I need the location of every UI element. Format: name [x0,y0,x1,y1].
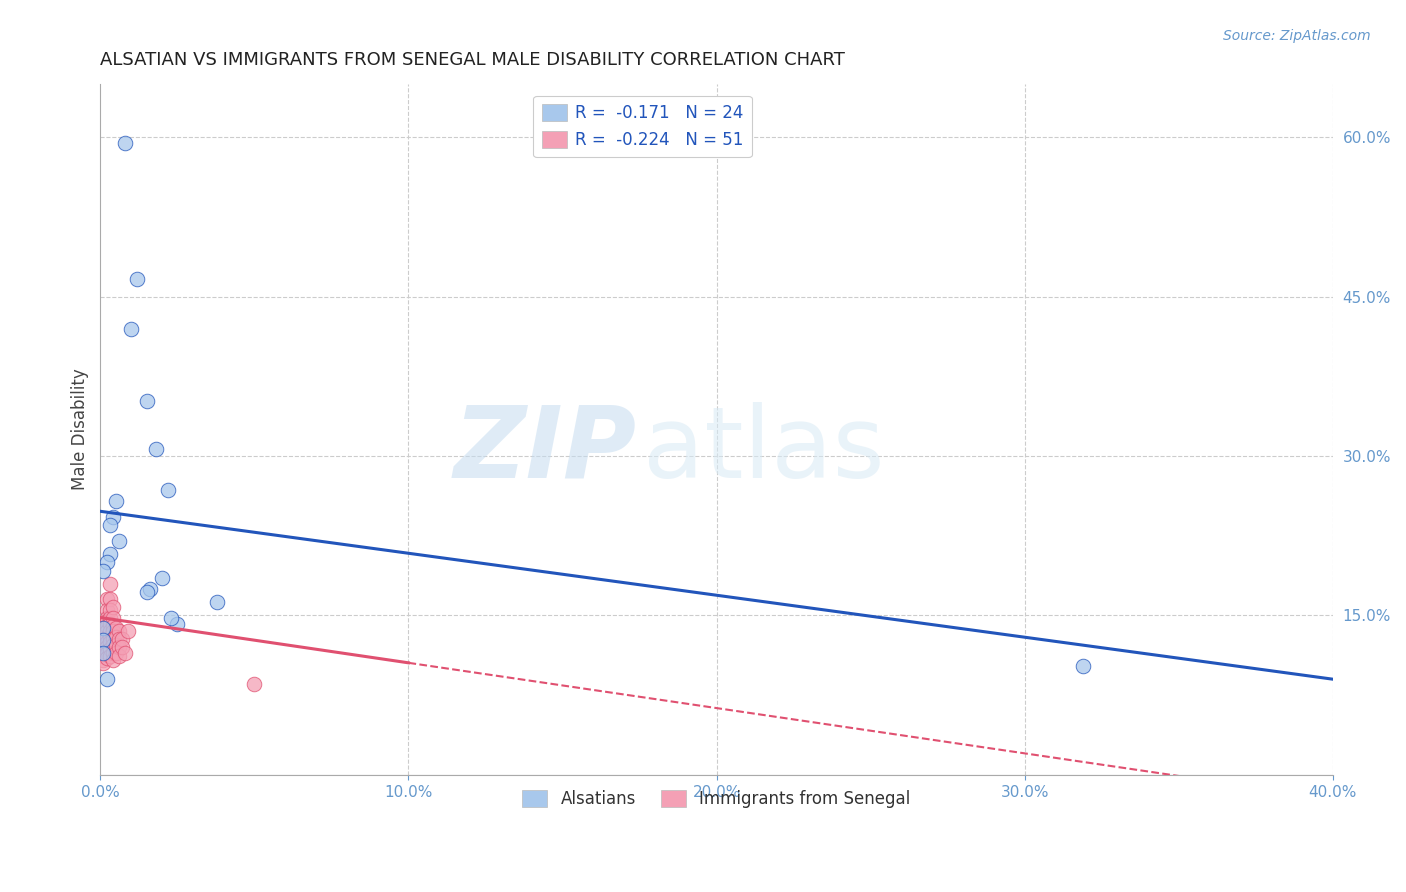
Point [117,624,139,639]
Point [98,518,121,533]
Point [114,136,136,150]
Point [101,599,124,614]
Point [93,642,115,657]
Point [98,648,121,663]
Text: ALSATIAN VS IMMIGRANTS FROM SENEGAL MALE DISABILITY CORRELATION CHART: ALSATIAN VS IMMIGRANTS FROM SENEGAL MALE… [100,51,845,69]
Point [104,638,127,652]
Point [98,576,121,591]
Point [98,592,121,607]
Point [1071,659,1094,673]
Point [108,624,131,639]
Point [98,635,121,649]
Y-axis label: Male Disability: Male Disability [72,368,89,491]
Point [243,677,266,691]
Point [101,610,124,624]
Point [108,648,131,663]
Point [96,651,118,665]
Point [93,653,115,667]
Point [138,582,160,596]
Point [104,630,127,644]
Point [93,646,115,660]
Point [101,624,124,639]
Point [96,630,118,644]
Point [108,640,131,655]
Point [98,616,121,631]
Point [135,585,157,599]
Point [93,638,115,652]
Point [96,619,118,633]
Point [108,534,131,549]
Point [96,646,118,660]
Point [101,632,124,646]
Point [93,646,115,660]
Point [93,564,115,578]
Point [160,610,183,624]
Point [96,555,118,569]
Point [96,635,118,649]
Point [135,393,157,408]
Point [101,619,124,633]
Point [101,653,124,667]
Point [101,509,124,524]
Point [96,624,118,639]
Point [98,642,121,657]
Point [104,493,127,508]
Point [96,614,118,628]
Text: atlas: atlas [643,401,884,499]
Point [157,483,180,497]
Point [98,624,121,639]
Point [104,646,127,660]
Point [111,640,134,655]
Point [108,632,131,646]
Point [93,648,115,663]
Point [96,592,118,607]
Point [120,321,142,335]
Point [93,632,115,646]
Point [96,610,118,624]
Text: Source: ZipAtlas.com: Source: ZipAtlas.com [1223,29,1371,44]
Point [166,616,188,631]
Point [127,271,149,285]
Legend: Alsatians, Immigrants from Senegal: Alsatians, Immigrants from Senegal [516,783,917,814]
Point [98,630,121,644]
Point [93,621,115,635]
Point [98,603,121,617]
Point [145,442,167,456]
Point [114,646,136,660]
Point [93,630,115,644]
Point [93,657,115,671]
Point [101,646,124,660]
Point [96,640,118,655]
Point [101,638,124,652]
Point [93,635,115,649]
Point [93,632,115,647]
Point [111,632,134,646]
Point [96,603,118,617]
Point [104,621,127,635]
Point [98,610,121,624]
Point [207,594,229,608]
Point [98,547,121,561]
Text: ZIP: ZIP [454,401,637,499]
Point [96,672,118,686]
Point [150,571,173,585]
